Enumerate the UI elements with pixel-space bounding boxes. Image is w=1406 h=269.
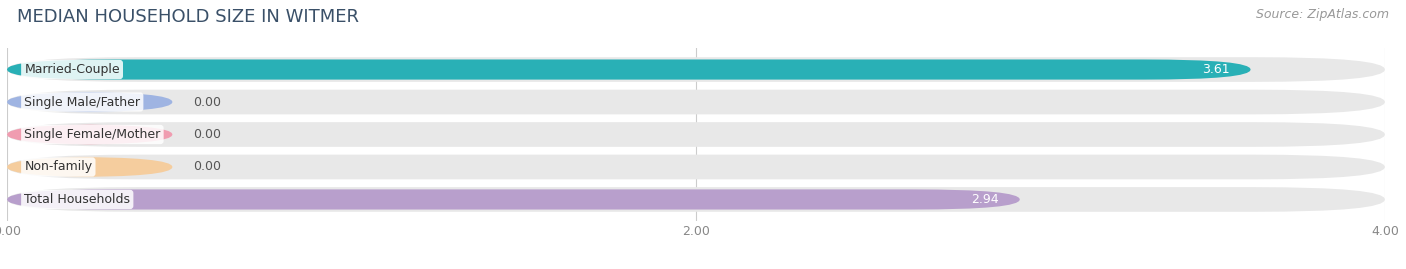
Text: 0.00: 0.00	[193, 95, 221, 108]
Text: 0.00: 0.00	[193, 161, 221, 174]
Text: Source: ZipAtlas.com: Source: ZipAtlas.com	[1256, 8, 1389, 21]
FancyBboxPatch shape	[7, 90, 1385, 114]
Text: Non-family: Non-family	[24, 161, 93, 174]
FancyBboxPatch shape	[7, 125, 173, 144]
FancyBboxPatch shape	[7, 122, 1385, 147]
FancyBboxPatch shape	[7, 59, 1250, 80]
Text: MEDIAN HOUSEHOLD SIZE IN WITMER: MEDIAN HOUSEHOLD SIZE IN WITMER	[17, 8, 359, 26]
FancyBboxPatch shape	[7, 57, 1385, 82]
FancyBboxPatch shape	[7, 92, 173, 112]
FancyBboxPatch shape	[7, 155, 1385, 179]
FancyBboxPatch shape	[7, 187, 1385, 212]
Text: Single Female/Mother: Single Female/Mother	[24, 128, 160, 141]
Text: 3.61: 3.61	[1202, 63, 1230, 76]
Text: Single Male/Father: Single Male/Father	[24, 95, 141, 108]
FancyBboxPatch shape	[7, 189, 1019, 210]
Text: Married-Couple: Married-Couple	[24, 63, 120, 76]
FancyBboxPatch shape	[7, 157, 173, 177]
Text: Total Households: Total Households	[24, 193, 131, 206]
Text: 0.00: 0.00	[193, 128, 221, 141]
Text: 2.94: 2.94	[972, 193, 1000, 206]
